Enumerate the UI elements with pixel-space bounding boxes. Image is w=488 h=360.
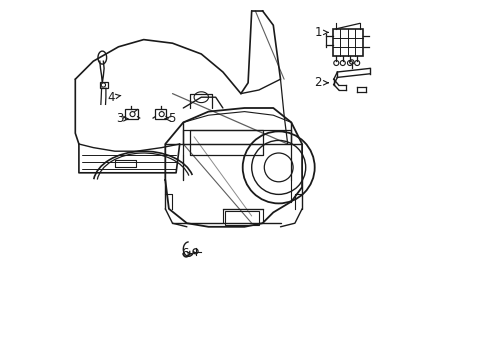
Text: 1: 1	[314, 26, 327, 39]
Text: 4: 4	[107, 91, 121, 104]
Text: 2: 2	[314, 76, 327, 89]
Text: 5: 5	[165, 112, 175, 125]
Text: 3: 3	[116, 112, 128, 125]
Text: 6: 6	[181, 247, 191, 260]
